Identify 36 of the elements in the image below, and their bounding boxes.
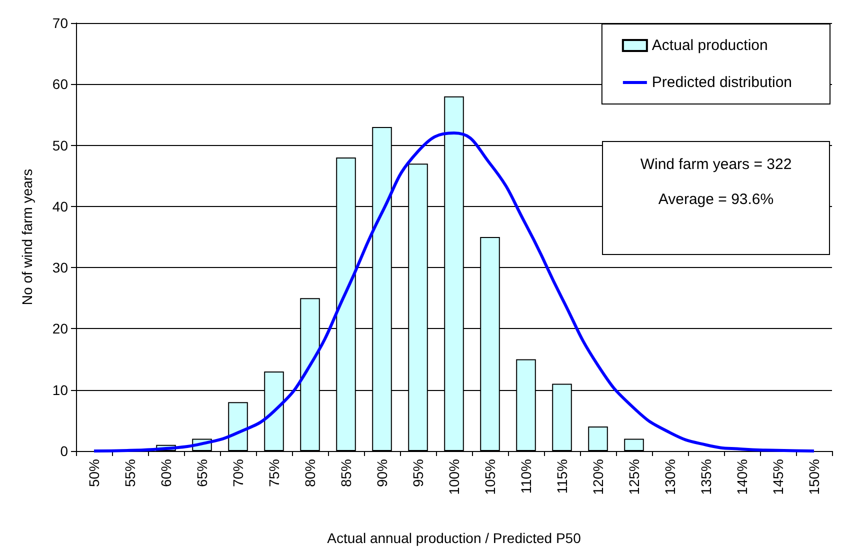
x-tick-label: 70% bbox=[230, 459, 246, 488]
legend-label: Predicted distribution bbox=[652, 74, 792, 91]
annotation: Wind farm years = 322 bbox=[639, 156, 793, 173]
x-tick-label: 125% bbox=[626, 459, 642, 495]
x-tick-label: 105% bbox=[482, 459, 498, 495]
x-tick-label: 60% bbox=[158, 459, 174, 488]
annotation: Average = 93.6% bbox=[657, 191, 775, 208]
x-axis-title: Actual annual production / Predicted P50 bbox=[327, 530, 582, 546]
x-tick-label: 90% bbox=[374, 459, 390, 488]
y-tick-label: 20 bbox=[52, 320, 68, 337]
x-tick-label: 120% bbox=[590, 459, 606, 495]
y-tick-label: 70 bbox=[52, 15, 68, 31]
y-tick-label: 0 bbox=[60, 443, 68, 459]
x-tick-label: 85% bbox=[338, 459, 354, 488]
x-tick-label: 80% bbox=[302, 459, 318, 488]
x-tick-label: 110% bbox=[518, 459, 534, 494]
y-tick-label: 30 bbox=[52, 260, 68, 276]
x-tick-label: 140% bbox=[734, 459, 750, 495]
x-tick-label: 75% bbox=[266, 459, 282, 488]
x-tick-label: 50% bbox=[86, 459, 102, 488]
y-tick-label: 40 bbox=[52, 198, 68, 214]
y-axis-title: No of wind farm years bbox=[19, 168, 35, 306]
x-tick-label: 135% bbox=[698, 459, 714, 495]
text-box: Wind farm years = 322 Average = 93.6% bbox=[602, 141, 830, 255]
x-tick-label: 130% bbox=[662, 459, 678, 495]
x-tick-label: 115% bbox=[554, 459, 570, 494]
y-tick-label: 10 bbox=[52, 382, 68, 398]
x-tick-label: 150% bbox=[806, 459, 822, 495]
x-tick-label: 65% bbox=[194, 459, 210, 488]
legend-label: Actual production bbox=[652, 37, 768, 54]
x-tick-label: 55% bbox=[122, 459, 138, 488]
x-tick-label: 145% bbox=[770, 459, 786, 495]
x-tick-label: 100% bbox=[446, 459, 462, 495]
y-tick-label: 60 bbox=[52, 76, 68, 92]
x-tick-label: 95% bbox=[410, 459, 426, 488]
y-tick-label: 50 bbox=[52, 137, 68, 154]
